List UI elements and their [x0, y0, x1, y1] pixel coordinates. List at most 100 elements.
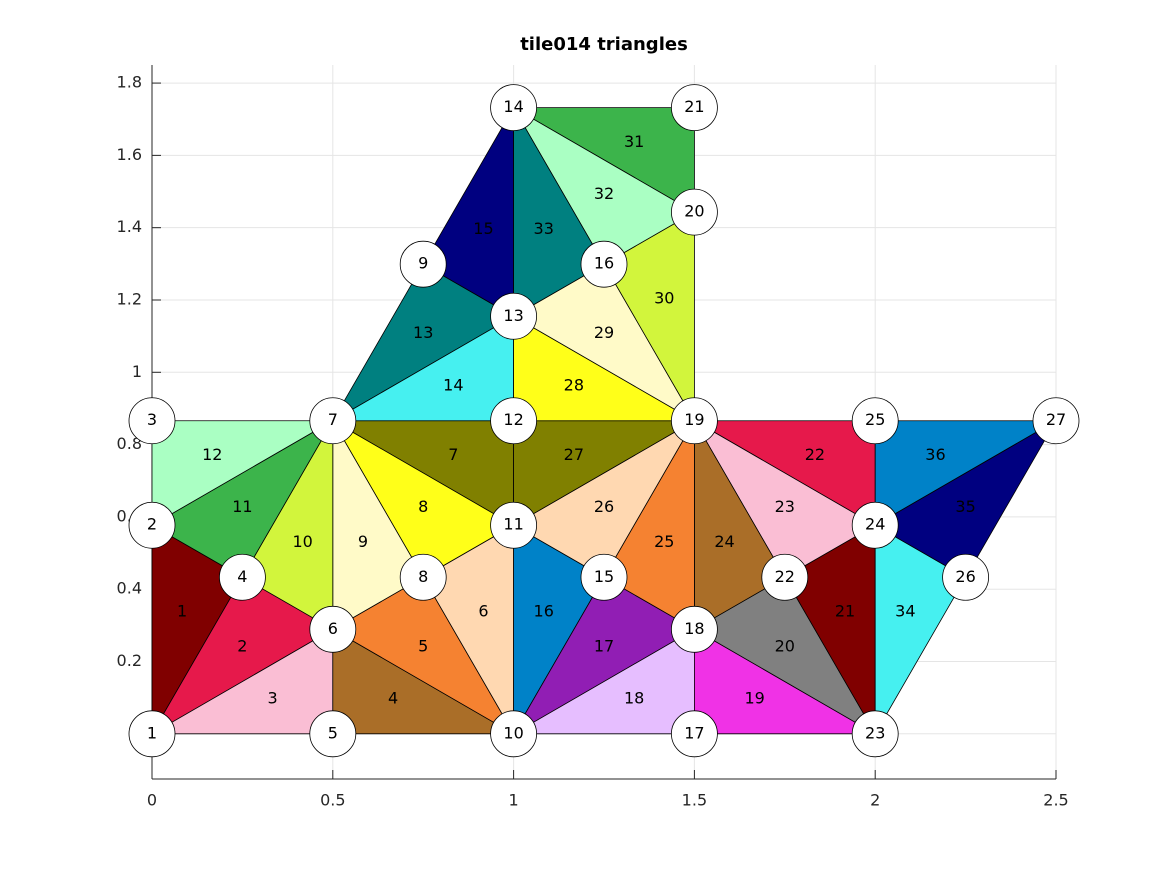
triangle-label: 33	[534, 219, 554, 238]
node-label: 12	[503, 410, 523, 429]
y-tick-label: 1.4	[117, 217, 142, 236]
node-label: 3	[147, 410, 157, 429]
node-label: 18	[684, 619, 704, 638]
node-label: 23	[865, 723, 885, 742]
triangle-label: 34	[895, 602, 915, 621]
node-label: 14	[503, 97, 523, 116]
triangle-label: 10	[292, 532, 312, 551]
triangle-label: 29	[594, 323, 614, 342]
triangle-label: 30	[654, 289, 674, 308]
triangle-label: 13	[413, 323, 433, 342]
triangle-label: 36	[925, 445, 945, 464]
y-tick-label: 0.4	[117, 579, 142, 598]
triangle-label: 4	[388, 688, 398, 707]
triangle-label: 25	[654, 532, 674, 551]
x-tick-label: 1.5	[682, 791, 707, 810]
node	[851, 710, 899, 758]
y-tick-label: 0.8	[117, 434, 142, 453]
node-label: 13	[503, 306, 523, 325]
triangle-label: 20	[775, 636, 795, 655]
node	[309, 710, 357, 758]
node	[942, 553, 989, 601]
triangle-label: 12	[202, 445, 222, 464]
node	[128, 501, 176, 549]
node	[490, 84, 537, 132]
triangle-label: 19	[744, 688, 764, 707]
node	[399, 240, 447, 288]
node	[399, 553, 447, 601]
node	[1032, 397, 1080, 445]
triangle-label: 24	[714, 532, 734, 551]
node	[218, 553, 266, 601]
node-label: 4	[237, 567, 247, 586]
x-tick-label: 0	[147, 791, 157, 810]
node-label: 1	[147, 723, 157, 742]
node	[671, 605, 718, 653]
node-label: 11	[503, 515, 523, 534]
triangle-label: 31	[624, 132, 644, 151]
node	[671, 710, 718, 758]
x-tick-label: 1	[509, 791, 519, 810]
y-tick-label: 1.6	[117, 145, 142, 164]
y-tick-label: 1	[132, 362, 142, 381]
node	[580, 240, 628, 288]
node-label: 25	[865, 410, 885, 429]
triangle-label: 28	[564, 375, 584, 394]
node-label: 16	[594, 254, 614, 273]
x-tick-label: 2	[870, 791, 880, 810]
node	[128, 710, 176, 758]
triangle-label: 8	[418, 497, 428, 516]
x-tick-label: 0.5	[320, 791, 345, 810]
triangle	[874, 420, 1058, 526]
node	[671, 188, 718, 236]
node-label: 5	[328, 723, 338, 742]
node	[851, 397, 899, 445]
triangle-label: 23	[775, 497, 795, 516]
triangle-label: 17	[594, 636, 614, 655]
triangle	[151, 420, 335, 526]
node	[490, 501, 537, 549]
triangle-label: 3	[267, 688, 277, 707]
triangle-label: 5	[418, 636, 428, 655]
node	[671, 84, 718, 132]
node-label: 7	[328, 410, 338, 429]
triangle-label: 27	[564, 445, 584, 464]
triangle-label: 6	[478, 602, 488, 621]
node	[851, 501, 899, 549]
triangle-label: 22	[805, 445, 825, 464]
triangle-label: 21	[835, 602, 855, 621]
node	[128, 397, 176, 445]
triangle-label: 14	[443, 375, 463, 394]
node-label: 15	[594, 567, 614, 586]
y-tick-label: 1.2	[117, 289, 142, 308]
triangle-label: 16	[534, 602, 554, 621]
triangle-label: 9	[358, 532, 368, 551]
node-label: 6	[328, 619, 338, 638]
triangle-label: 11	[232, 497, 252, 516]
node	[490, 292, 537, 340]
node-label: 9	[418, 254, 428, 273]
node-label: 17	[684, 723, 704, 742]
triangle-label: 26	[594, 497, 614, 516]
chart-title: tile014 triangles	[520, 34, 688, 55]
triangle-label: 1	[177, 602, 187, 621]
node-label: 22	[775, 567, 795, 586]
node-label: 10	[503, 723, 523, 742]
node-label: 21	[684, 97, 704, 116]
triangle-label: 35	[955, 497, 975, 516]
node-label: 24	[865, 515, 885, 534]
triangle-label: 2	[237, 636, 247, 655]
node	[580, 553, 628, 601]
node	[490, 710, 537, 758]
node-label: 27	[1046, 410, 1066, 429]
y-tick-label: 0.2	[117, 651, 142, 670]
node-label: 20	[684, 202, 704, 221]
node	[309, 605, 357, 653]
node-label: 26	[955, 567, 975, 586]
node	[761, 553, 809, 601]
node	[490, 397, 537, 445]
triangle-label: 32	[594, 184, 614, 203]
node-label: 8	[418, 567, 428, 586]
triangle-label: 7	[448, 445, 458, 464]
